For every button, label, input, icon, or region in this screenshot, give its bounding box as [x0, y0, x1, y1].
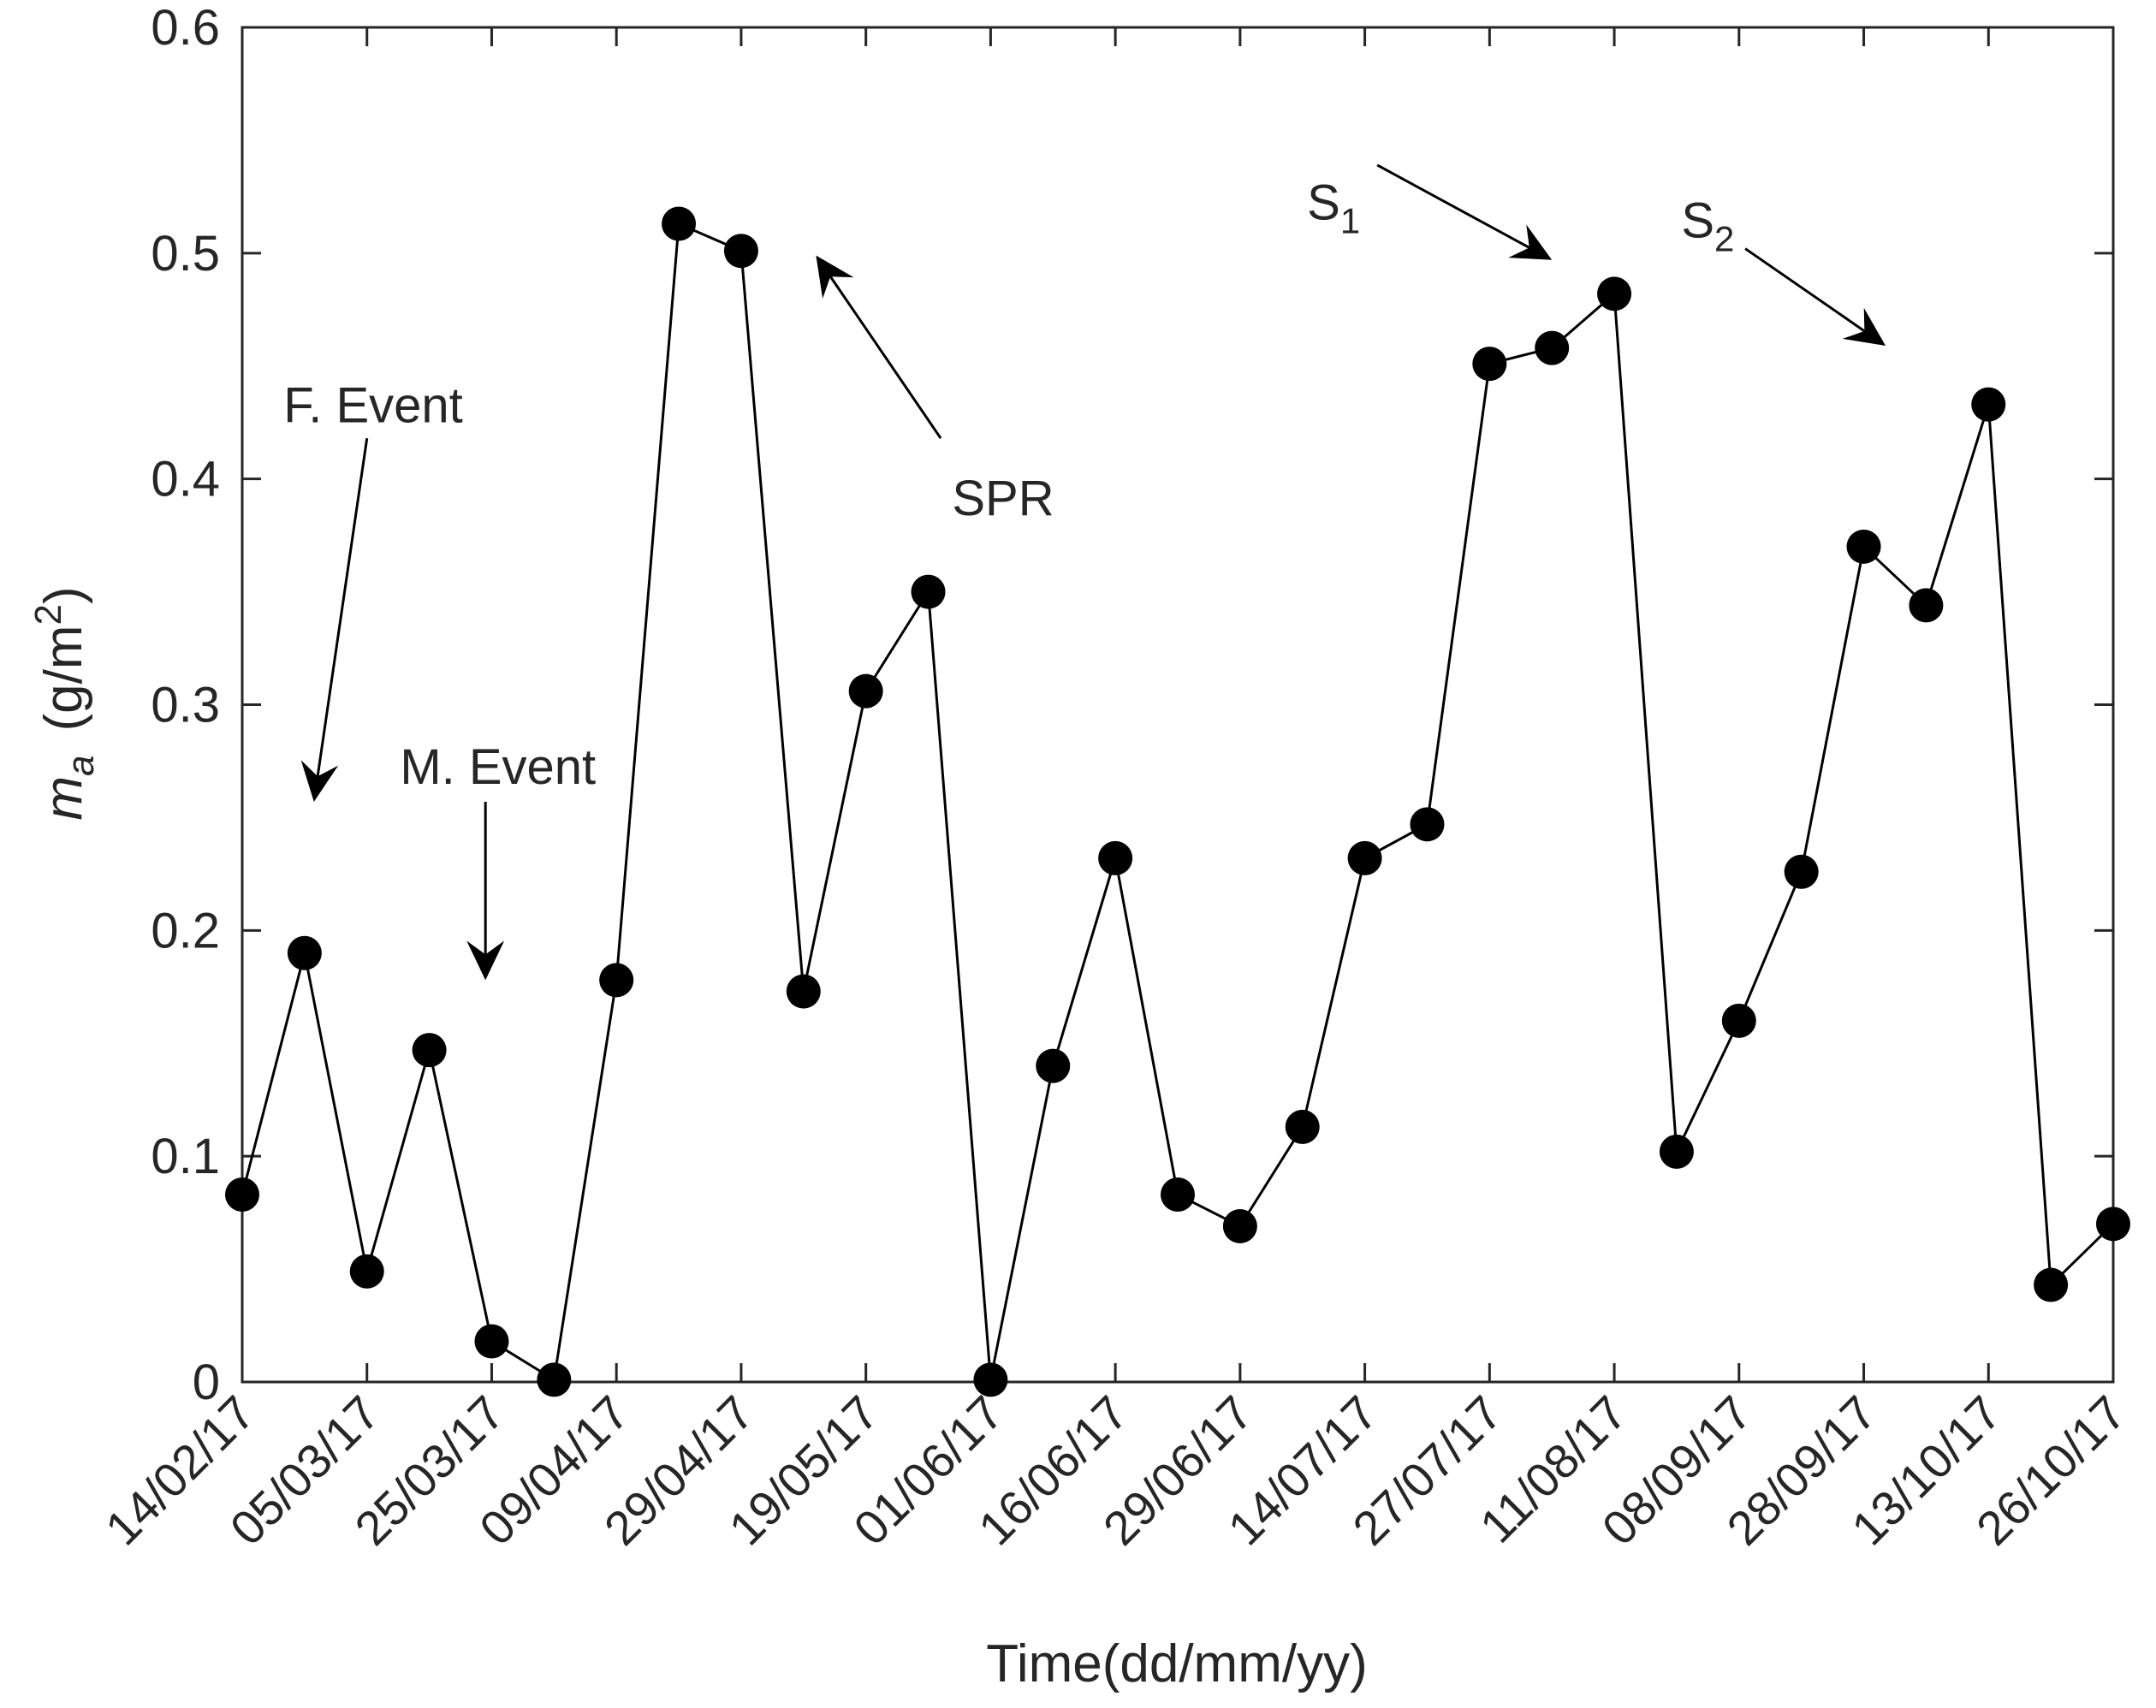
data-point [1347, 840, 1382, 875]
data-point [1036, 1048, 1071, 1083]
x-axis-title: Time(dd/mm/yy) [986, 1634, 1367, 1693]
data-point [1472, 347, 1507, 382]
data-point [1597, 276, 1632, 311]
annotation-arrow-head [466, 940, 505, 981]
y-axis: 0 0.1 0.2 0.3 0.4 0.5 0.6 [151, 0, 2113, 1410]
data-point [537, 1362, 572, 1397]
data-point [599, 963, 634, 998]
y-axis-title: ma (g/m2) [27, 586, 102, 820]
y-tick-label: 0.1 [151, 1129, 220, 1184]
data-point [1909, 588, 1944, 623]
annotations: F. Event M. Event SPR S1 S2 [283, 163, 1886, 981]
data-point [2034, 1267, 2069, 1302]
y-axis-unit-post: ) [34, 586, 93, 604]
data-point [1161, 1177, 1195, 1213]
annotation-arrow-shaft [316, 437, 369, 777]
data-point [911, 574, 946, 609]
y-tick-label: 0.3 [151, 678, 220, 733]
data-point [723, 234, 758, 269]
data-point [225, 1177, 259, 1213]
annotation-arrow-head [300, 760, 339, 802]
data-point [349, 1254, 384, 1289]
data-point [2096, 1207, 2130, 1242]
y-tick-label: 0.4 [151, 452, 220, 507]
data-point [1971, 387, 2006, 422]
data-point [786, 974, 821, 1009]
annotation-arrow-head [816, 255, 854, 299]
y-axis-subscript: a [60, 756, 102, 776]
data-point [848, 673, 883, 709]
data-point [1098, 840, 1133, 875]
annotation-arrow-head [1842, 307, 1886, 347]
y-tick-label: 0.6 [151, 0, 220, 56]
y-axis-unit-superscript: 2 [27, 604, 69, 625]
data-point [973, 1362, 1008, 1397]
y-axis-symbol: m [34, 776, 93, 821]
annotation-arrow-shaft [829, 276, 942, 440]
y-axis-unit-pre: (g/m [34, 626, 93, 732]
y-tick-label: 0.5 [151, 226, 220, 282]
annotation-f-event: F. Event [283, 378, 463, 434]
annotation-spr: SPR [952, 471, 1054, 526]
data-point [1784, 854, 1819, 889]
annotation-arrow-shaft [1376, 163, 1530, 249]
data-point [1410, 807, 1445, 842]
data-point [1285, 1109, 1320, 1144]
data-point [287, 935, 322, 970]
annotation-m-event: M. Event [400, 739, 596, 795]
annotation-s1: S1 [1307, 175, 1360, 240]
data-point [1846, 529, 1881, 564]
annotation-arrow-shaft [1744, 247, 1866, 333]
data-point [412, 1033, 447, 1068]
data-point [1222, 1208, 1257, 1243]
data-point [1659, 1134, 1694, 1169]
data-point [1721, 1003, 1756, 1038]
data-series [225, 206, 2130, 1397]
y-tick-label: 0.2 [151, 903, 220, 958]
y-tick-label: 0 [193, 1355, 220, 1410]
annotation-s2: S2 [1681, 193, 1734, 258]
annotation-arrow-head [1508, 224, 1553, 260]
data-point [662, 206, 697, 241]
data-point [1535, 330, 1570, 365]
data-point [474, 1324, 509, 1359]
